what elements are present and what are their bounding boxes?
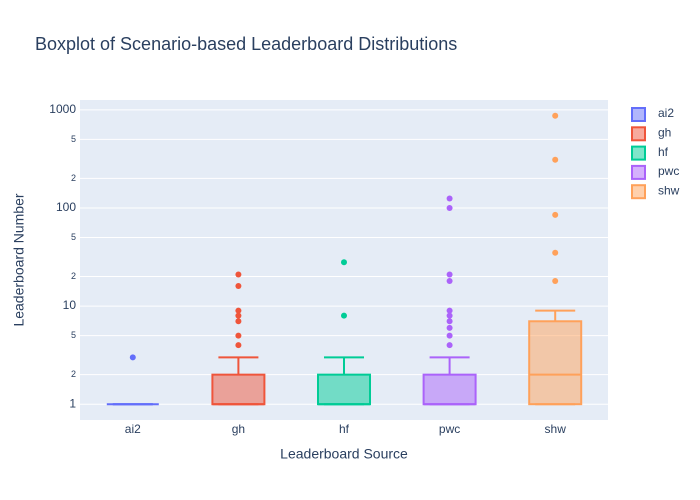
box <box>528 320 583 406</box>
outlier <box>446 324 453 331</box>
y-axis-title: Leaderboard Number <box>11 193 27 326</box>
chart-title: Boxplot of Scenario-based Leaderboard Di… <box>35 34 457 54</box>
outlier <box>446 312 453 319</box>
box <box>317 373 371 406</box>
outlier <box>341 259 347 266</box>
legend-swatch <box>631 184 646 200</box>
y-tick-label: 5 <box>71 134 76 144</box>
outlier <box>235 307 242 314</box>
legend-label: gh <box>658 125 671 139</box>
y-tick-label: 2 <box>71 271 76 281</box>
outlier <box>552 156 559 163</box>
y-tick-label: 2 <box>71 369 76 379</box>
legend-swatch <box>631 145 646 161</box>
x-tick-label: shw <box>545 422 567 436</box>
legend-label: shw <box>658 183 680 197</box>
outlier <box>552 211 559 218</box>
outlier <box>235 332 242 339</box>
outlier <box>552 249 559 256</box>
y-tick-label: 1000 <box>49 102 76 116</box>
outlier <box>446 271 453 278</box>
outlier <box>446 204 453 211</box>
outlier <box>552 278 559 285</box>
legend-label: hf <box>658 145 669 159</box>
legend-swatch <box>631 126 646 142</box>
box <box>211 373 266 406</box>
legend-label: ai2 <box>658 106 674 120</box>
y-tick-label: 2 <box>71 173 76 183</box>
x-tick-label: ai2 <box>125 422 141 436</box>
outlier <box>446 342 453 349</box>
legend-swatch <box>631 164 646 180</box>
outlier <box>235 283 242 290</box>
outlier <box>129 354 136 361</box>
outlier <box>552 112 559 119</box>
x-axis-title: Leaderboard Source <box>280 446 408 462</box>
outlier <box>235 342 242 349</box>
legend-swatch <box>631 107 646 122</box>
x-tick-label: pwc <box>439 422 460 436</box>
box <box>422 373 477 406</box>
outlier <box>446 278 453 285</box>
outlier <box>446 307 453 314</box>
outlier <box>446 195 453 202</box>
legend-label: pwc <box>658 164 679 178</box>
x-tick-label: hf <box>339 422 350 436</box>
x-tick-label: gh <box>232 422 245 436</box>
outlier <box>235 271 242 278</box>
y-tick-label: 100 <box>56 200 76 214</box>
outlier <box>235 318 242 325</box>
outlier <box>235 312 242 319</box>
outlier <box>446 332 453 339</box>
y-tick-label: 5 <box>71 330 76 340</box>
outlier <box>341 312 347 319</box>
y-tick-label: 10 <box>63 298 77 312</box>
outlier <box>446 318 453 325</box>
y-tick-label: 5 <box>71 232 76 242</box>
y-tick-label: 1 <box>69 396 76 410</box>
